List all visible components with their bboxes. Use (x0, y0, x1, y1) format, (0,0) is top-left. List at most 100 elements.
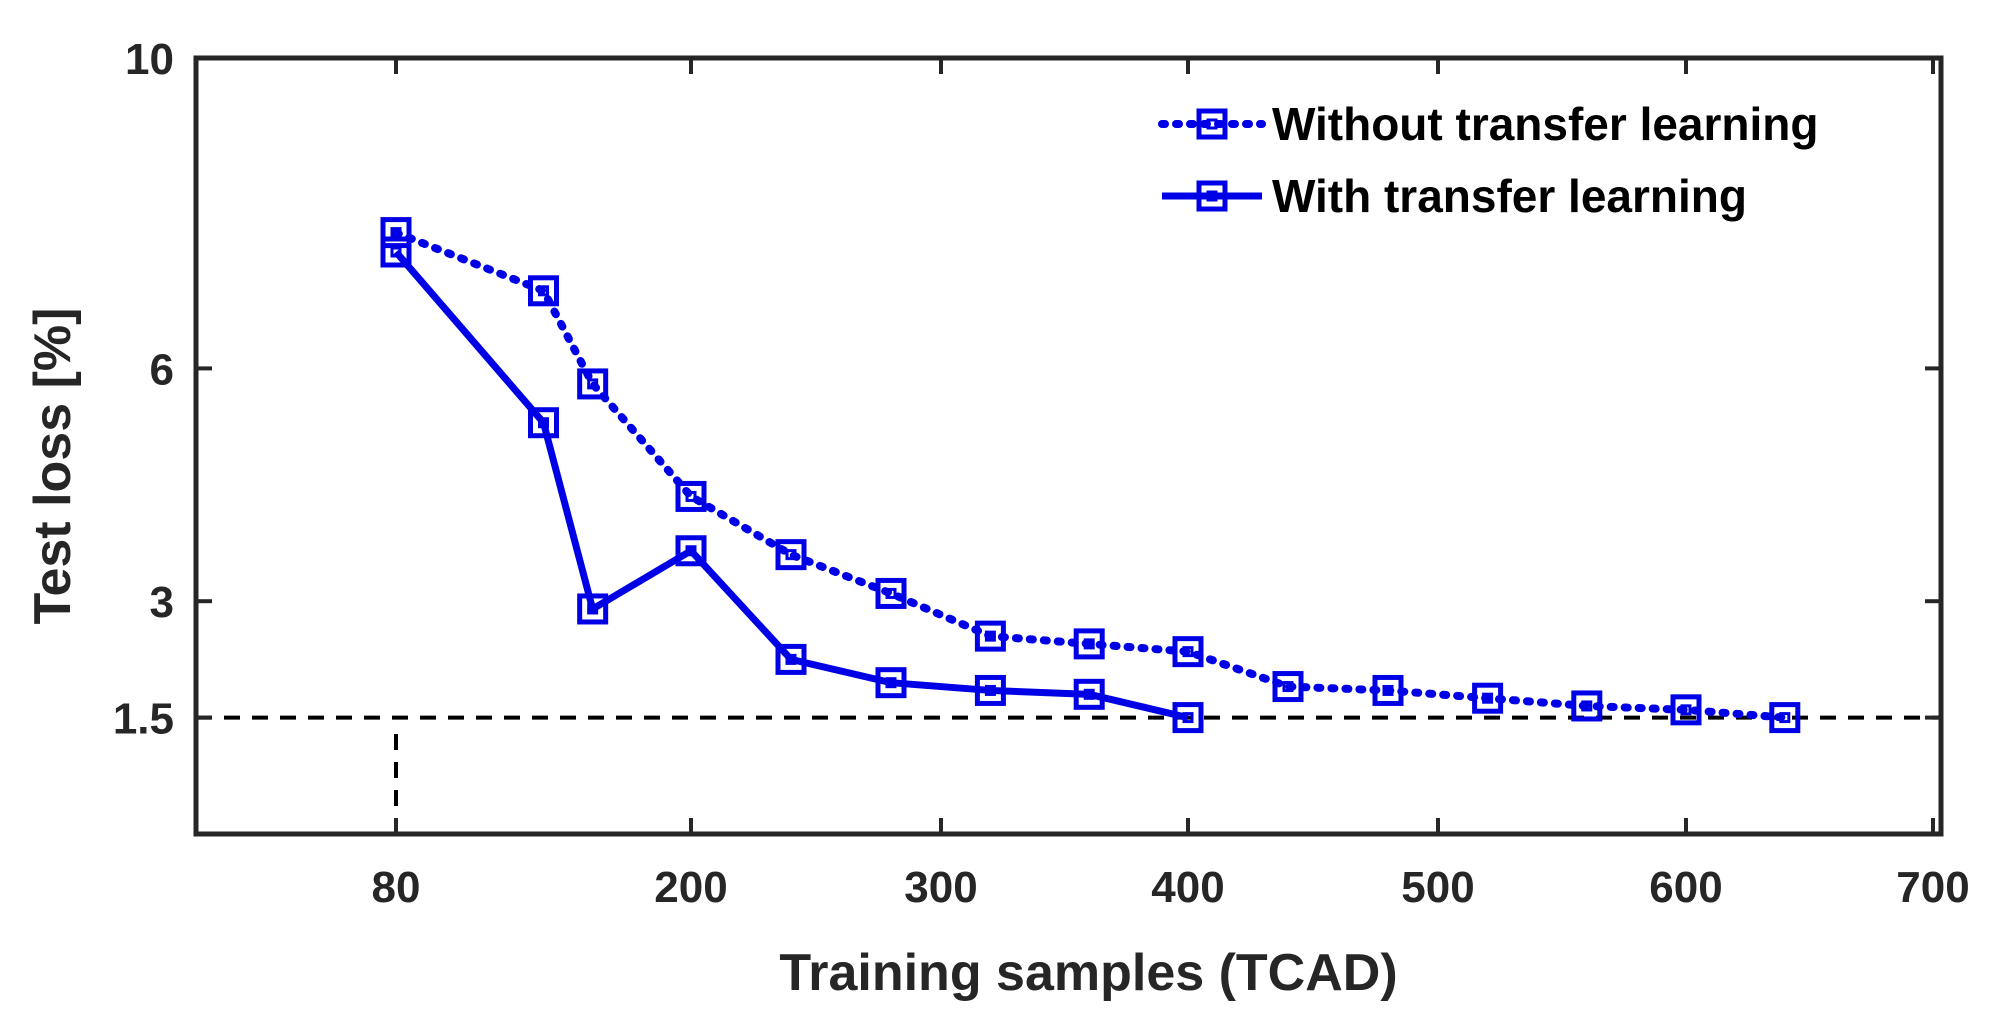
series-layer (380, 217, 1801, 734)
data-point (1472, 682, 1504, 714)
data-point-outer (775, 643, 807, 675)
legend-marker (1196, 108, 1228, 140)
data-point (1272, 671, 1304, 703)
data-point-inner (984, 684, 996, 696)
y-tick-label: 1.5 (113, 695, 174, 744)
data-point-inner (1083, 688, 1095, 700)
x-tick-label: 80 (372, 863, 421, 912)
legend-item: Without transfer learning (1158, 98, 1819, 150)
data-point-inner (1382, 684, 1394, 696)
data-point-inner (984, 630, 996, 642)
x-tick-label: 300 (904, 863, 977, 912)
data-point-inner (1680, 704, 1692, 716)
data-point-outer (1073, 678, 1105, 710)
legend-label: Without transfer learning (1272, 98, 1819, 150)
data-point-inner (587, 603, 599, 615)
series-without-transfer (380, 217, 1801, 734)
series-line (392, 228, 1789, 722)
data-point-outer (974, 620, 1006, 652)
plot-frame (193, 55, 1944, 837)
series-with-transfer (380, 236, 1204, 734)
data-point-outer (380, 236, 412, 268)
data-point (974, 674, 1006, 706)
data-point-inner (390, 246, 402, 258)
data-point-outer (1172, 702, 1204, 734)
data-point (675, 535, 707, 567)
series-line (393, 249, 1189, 722)
data-point-inner (538, 285, 549, 297)
reference-lines (196, 715, 1941, 834)
data-point-inner (1581, 700, 1593, 712)
data-point-outer (380, 217, 412, 249)
data-point (875, 667, 907, 699)
legend: Without transfer learning With transfer l… (1158, 98, 1819, 222)
data-point-inner (885, 677, 897, 689)
data-point-inner (1482, 692, 1494, 704)
data-point (577, 593, 609, 625)
axis-ticks: 80 200 300 400 500 600 700 1.5 3 6 10 (113, 35, 1970, 912)
data-point-outer (1571, 690, 1603, 722)
data-point-outer (1196, 180, 1228, 212)
data-point (1670, 694, 1702, 726)
data-point-outer (1073, 628, 1105, 660)
data-point-inner (1182, 712, 1194, 724)
data-point-inner (685, 545, 697, 557)
y-tick-label: 3 (150, 578, 174, 627)
data-point (1172, 702, 1204, 734)
data-point-outer (675, 480, 707, 512)
y-tick-label: 6 (150, 345, 174, 394)
data-point (577, 368, 609, 400)
x-tick-label: 600 (1649, 863, 1722, 912)
x-axis-title: Training samples (TCAD) (779, 944, 1397, 1002)
data-point-inner (785, 653, 797, 665)
data-point-inner (1206, 190, 1218, 202)
data-point-inner (885, 587, 897, 599)
data-point-inner (1182, 646, 1194, 658)
x-tick-label: 400 (1151, 863, 1224, 912)
data-point-outer (1372, 674, 1404, 706)
data-point-outer (1670, 694, 1702, 726)
data-point-inner (1206, 118, 1218, 130)
data-point (1073, 628, 1105, 660)
data-point (1073, 678, 1105, 710)
data-point-outer (1196, 108, 1228, 140)
data-point (775, 643, 807, 675)
data-point-outer (675, 535, 707, 567)
data-point (1769, 702, 1801, 734)
data-point-inner (538, 417, 549, 429)
data-point-outer (1472, 682, 1504, 714)
data-point (1372, 674, 1404, 706)
data-point-inner (1282, 681, 1294, 693)
data-point-inner (587, 378, 599, 390)
x-tick-label: 500 (1401, 863, 1474, 912)
data-point (775, 539, 807, 571)
y-axis-title: Test loss [%] (24, 308, 82, 625)
data-point-outer (528, 275, 559, 307)
data-point-outer (577, 593, 609, 625)
data-point-inner (1083, 638, 1095, 650)
data-point-inner (685, 490, 697, 502)
x-tick-label: 200 (654, 863, 727, 912)
legend-label: With transfer learning (1272, 170, 1747, 222)
data-point (380, 236, 412, 268)
data-point-inner (785, 549, 797, 561)
data-point-outer (875, 577, 907, 609)
data-point-outer (528, 407, 559, 439)
y-tick-label: 10 (125, 35, 174, 84)
data-point (974, 620, 1006, 652)
data-point (875, 577, 907, 609)
legend-item: With transfer learning (1162, 170, 1747, 222)
legend-marker (1196, 180, 1228, 212)
data-point-outer (1272, 671, 1304, 703)
data-point-inner (1779, 712, 1791, 724)
data-point (528, 275, 559, 307)
data-point-outer (875, 667, 907, 699)
data-point-outer (1769, 702, 1801, 734)
x-tick-label: 700 (1896, 863, 1969, 912)
data-point-outer (577, 368, 609, 400)
data-point (1172, 636, 1204, 668)
data-point-outer (1172, 636, 1204, 668)
data-point (1571, 690, 1603, 722)
data-point-outer (775, 539, 807, 571)
